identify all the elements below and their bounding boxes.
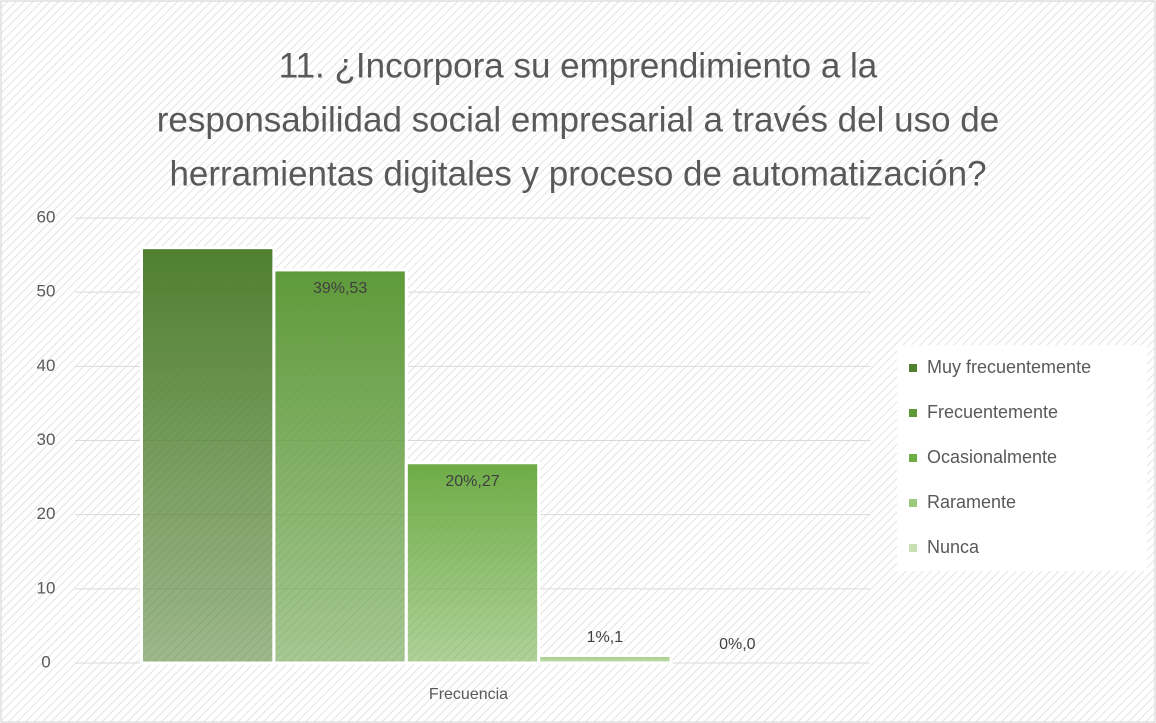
y-tick-label: 20 bbox=[37, 504, 56, 523]
legend-marker bbox=[909, 364, 917, 372]
y-tick-label: 50 bbox=[37, 282, 56, 301]
legend-label: Muy frecuentemente bbox=[927, 357, 1091, 377]
bar bbox=[537, 654, 673, 665]
legend-marker bbox=[909, 454, 917, 462]
chart-title: herramientas digitales y proceso de auto… bbox=[169, 154, 986, 193]
bar bbox=[272, 268, 408, 665]
data-label: 39%,53 bbox=[313, 280, 367, 297]
y-tick-label: 40 bbox=[37, 356, 56, 375]
data-label: 0%,0 bbox=[719, 636, 756, 653]
chart-title: responsabilidad social empresarial a tra… bbox=[157, 100, 999, 139]
data-label: 1%,1 bbox=[587, 629, 624, 646]
bar bbox=[404, 461, 541, 665]
data-label: 20%,27 bbox=[445, 473, 499, 490]
chart-title: 11. ¿Incorpora su emprendimiento a la bbox=[279, 46, 878, 85]
y-tick-label: 0 bbox=[41, 652, 50, 671]
y-tick-label: 10 bbox=[37, 578, 56, 597]
legend-marker bbox=[909, 544, 917, 552]
legend-label: Raramente bbox=[927, 492, 1016, 512]
legend-label: Nunca bbox=[927, 537, 980, 557]
legend-marker bbox=[909, 409, 917, 417]
legend-marker bbox=[909, 499, 917, 507]
legend-label: Ocasionalmente bbox=[927, 447, 1057, 467]
legend-label: Frecuentemente bbox=[927, 402, 1058, 422]
y-tick-label: 30 bbox=[37, 430, 56, 449]
bar bbox=[140, 246, 276, 665]
y-tick-label: 60 bbox=[37, 207, 56, 226]
legend-box bbox=[897, 345, 1147, 571]
x-tick-label: Frecuencia bbox=[429, 686, 508, 703]
